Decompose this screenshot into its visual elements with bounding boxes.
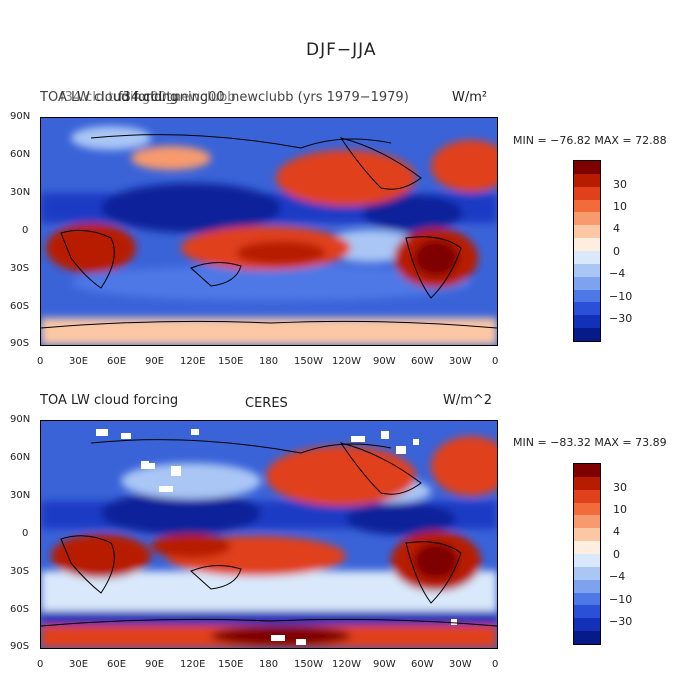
colorbar-swatch	[574, 618, 600, 632]
panel2-units-label: W/m^2	[443, 393, 493, 408]
colorbar-swatch	[574, 528, 600, 542]
panel1-lon-tick: 180	[259, 356, 279, 367]
panel2-lon-tick: 90E	[145, 659, 165, 670]
panel2-field	[41, 421, 497, 648]
panel2-lon-tick: 180	[259, 659, 279, 670]
panel1-lon-tick: 60W	[411, 356, 434, 367]
panel1-min-max: MIN = −76.82 MAX = 72.88	[513, 134, 667, 147]
panel2-colorbar-label: 30	[613, 481, 627, 494]
panel1-colorbar-label: 4	[613, 222, 620, 235]
panel2-lat-tick: 90N	[10, 414, 31, 425]
panel2-lon-tick: 120W	[332, 659, 361, 670]
colorbar-swatch	[574, 592, 600, 606]
panel1-lon-tick: 120E	[180, 356, 206, 367]
colorbar-swatch	[574, 489, 600, 503]
panel2-variable-label: TOA LW cloud forcing	[40, 393, 179, 408]
colorbar-swatch	[574, 541, 600, 555]
colorbar-swatch	[574, 605, 600, 619]
panel2-lat-tick: 30N	[10, 490, 31, 501]
colorbar-swatch	[574, 225, 600, 239]
panel2-lat-tick: 90S	[10, 641, 30, 652]
panel2-colorbar-label: −10	[609, 593, 633, 606]
colorbar-swatch	[574, 186, 600, 200]
colorbar-swatch	[574, 238, 600, 252]
panel2-lon-tick: 0	[492, 659, 499, 670]
panel1-overlap-label: f34.cld.tuning00_newclubb	[60, 90, 236, 105]
colorbar-swatch	[574, 631, 600, 645]
panel2-case-label: CERES	[245, 396, 288, 411]
panel2-colorbar-label: −30	[609, 615, 633, 628]
panel1-lon-tick: 30W	[449, 356, 472, 367]
colorbar-swatch	[574, 263, 600, 277]
panel1-colorbar-label: −30	[609, 312, 633, 325]
colorbar-swatch	[574, 315, 600, 329]
panel1-field	[41, 118, 497, 345]
panel2-lat-tick: 60N	[10, 452, 31, 463]
colorbar-swatch	[574, 212, 600, 226]
panel2-min-max: MIN = −83.32 MAX = 73.89	[513, 436, 667, 449]
panel1-map	[40, 117, 498, 346]
panel1-colorbar-label: 10	[613, 200, 627, 213]
panel2-lat-tick: 0	[22, 528, 29, 539]
panel2-lon-tick: 30W	[449, 659, 472, 670]
panel2-lon-tick: 60W	[411, 659, 434, 670]
panel1-lon-tick: 30E	[69, 356, 89, 367]
colorbar-swatch	[574, 476, 600, 490]
panel1-lat-tick: 30S	[10, 263, 30, 274]
panel1-case-label: f34.cld.tuning00_newclubb (yrs 1979−1979…	[118, 90, 409, 105]
panel1-lon-tick: 90W	[373, 356, 396, 367]
panel1-colorbar	[573, 160, 601, 342]
panel1-lat-tick: 90S	[10, 338, 30, 349]
colorbar-swatch	[574, 302, 600, 316]
panel1-lon-tick: 150E	[218, 356, 244, 367]
panel1-lon-tick: 0	[37, 356, 44, 367]
panel1-lon-tick: 0	[492, 356, 499, 367]
panel1-lon-tick: 120W	[332, 356, 361, 367]
panel2-colorbar-label: −4	[609, 570, 626, 583]
panel1-lat-tick: 60N	[10, 149, 31, 160]
colorbar-swatch	[574, 515, 600, 529]
figure-title: DJF−JJA	[306, 40, 377, 60]
colorbar-swatch	[574, 554, 600, 567]
panel1-colorbar-label: 0	[613, 245, 620, 258]
panel1-lon-tick: 60E	[107, 356, 127, 367]
colorbar-swatch	[574, 251, 600, 264]
colorbar-swatch	[574, 289, 600, 303]
colorbar-swatch	[574, 566, 600, 580]
panel1-units-label: W/m²	[452, 90, 488, 105]
colorbar-swatch	[574, 161, 600, 174]
panel2-colorbar-label: 0	[613, 548, 620, 561]
panel2-lon-tick: 0	[37, 659, 44, 670]
panel1-colorbar-label: −4	[609, 267, 626, 280]
panel2-colorbar-label: 4	[613, 525, 620, 538]
panel2-lat-tick: 60S	[10, 604, 30, 615]
colorbar-swatch	[574, 502, 600, 516]
panel1-variable-label: TOA LW cloud forcing	[40, 90, 179, 105]
panel2-lon-tick: 30E	[69, 659, 89, 670]
panel1-colorbar-label: 30	[613, 178, 627, 191]
panel2-lon-tick: 150W	[294, 659, 323, 670]
panel2-lon-tick: 120E	[180, 659, 206, 670]
panel1-lat-tick: 60S	[10, 301, 30, 312]
panel1-lat-tick: 90N	[10, 111, 31, 122]
colorbar-swatch	[574, 276, 600, 290]
panel1-lat-tick: 30N	[10, 187, 31, 198]
panel2-lon-tick: 150E	[218, 659, 244, 670]
panel1-colorbar-label: −10	[609, 290, 633, 303]
panel2-lon-tick: 90W	[373, 659, 396, 670]
colorbar-swatch	[574, 328, 600, 342]
panel2-map	[40, 420, 498, 649]
colorbar-swatch	[574, 199, 600, 213]
panel2-lon-tick: 60E	[107, 659, 127, 670]
colorbar-swatch	[574, 464, 600, 477]
panel2-colorbar	[573, 463, 601, 645]
panel2-colorbar-label: 10	[613, 503, 627, 516]
colorbar-swatch	[574, 579, 600, 593]
colorbar-swatch	[574, 173, 600, 187]
panel1-lon-tick: 90E	[145, 356, 165, 367]
panel1-lon-tick: 150W	[294, 356, 323, 367]
panel1-lat-tick: 0	[22, 225, 29, 236]
panel2-lat-tick: 30S	[10, 566, 30, 577]
